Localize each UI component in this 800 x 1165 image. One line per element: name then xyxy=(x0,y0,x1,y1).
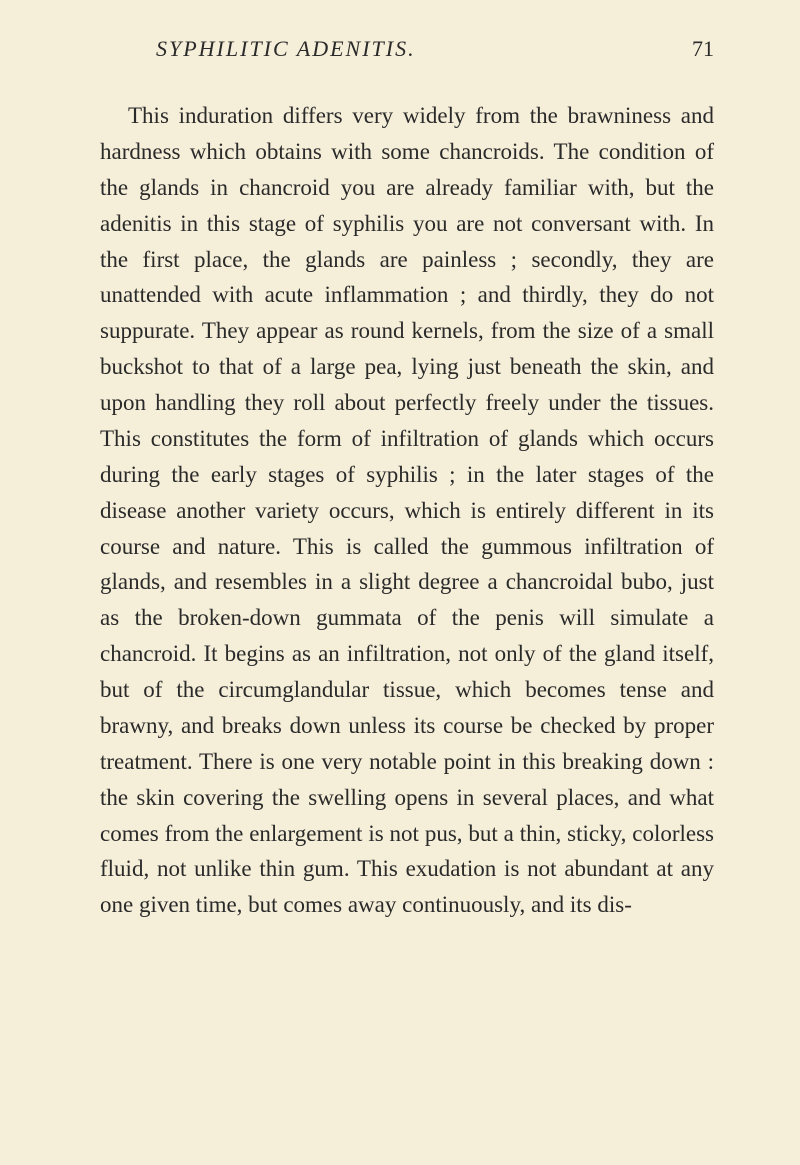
page-header: SYPHILITIC ADENITIS. 71 xyxy=(100,36,714,62)
page-number: 71 xyxy=(692,36,714,62)
header-title: SYPHILITIC ADENITIS. xyxy=(156,36,416,62)
body-paragraph: This induration differs very widely from… xyxy=(100,98,714,923)
